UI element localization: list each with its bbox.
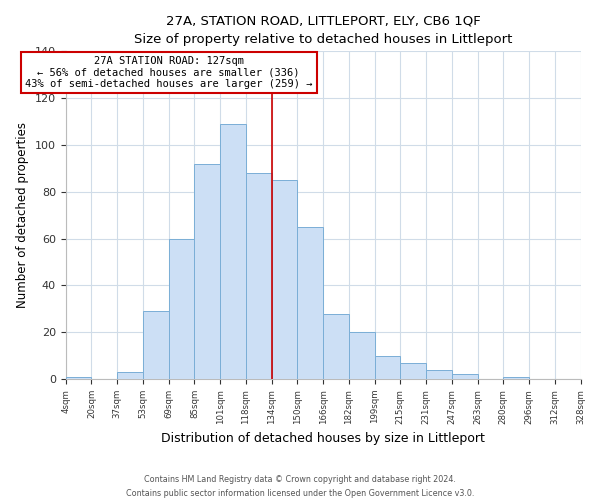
Bar [169, 238, 194, 379]
Bar [66, 376, 91, 379]
Bar [323, 314, 349, 379]
Bar [143, 311, 169, 379]
Bar [220, 124, 246, 379]
Bar [374, 356, 400, 379]
Bar [400, 362, 426, 379]
Title: 27A, STATION ROAD, LITTLEPORT, ELY, CB6 1QF
Size of property relative to detache: 27A, STATION ROAD, LITTLEPORT, ELY, CB6 … [134, 15, 512, 46]
Bar [298, 227, 323, 379]
Bar [194, 164, 220, 379]
Bar [349, 332, 374, 379]
Text: 27A STATION ROAD: 127sqm
← 56% of detached houses are smaller (336)
43% of semi-: 27A STATION ROAD: 127sqm ← 56% of detach… [25, 56, 313, 89]
Bar [426, 370, 452, 379]
Bar [117, 372, 143, 379]
Y-axis label: Number of detached properties: Number of detached properties [16, 122, 29, 308]
Bar [272, 180, 298, 379]
Bar [503, 376, 529, 379]
Text: Contains HM Land Registry data © Crown copyright and database right 2024.
Contai: Contains HM Land Registry data © Crown c… [126, 476, 474, 498]
Bar [246, 173, 272, 379]
Bar [452, 374, 478, 379]
X-axis label: Distribution of detached houses by size in Littleport: Distribution of detached houses by size … [161, 432, 485, 445]
